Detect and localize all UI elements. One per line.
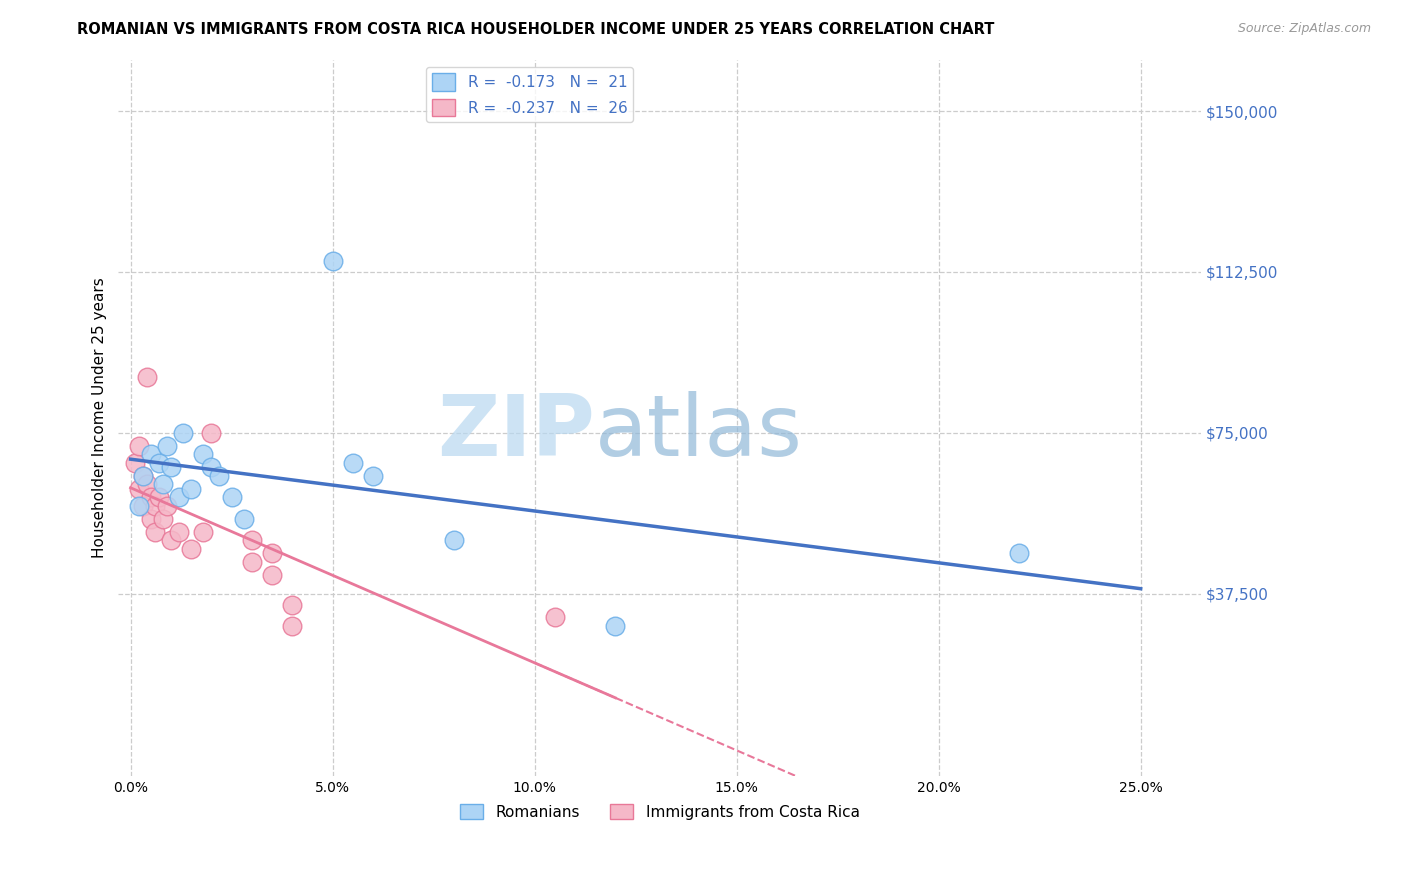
Point: [148, 490, 170, 504]
Point: [232, 512, 254, 526]
Point: [139, 447, 162, 461]
Point: [156, 499, 179, 513]
Point: [160, 533, 183, 548]
Point: [240, 555, 263, 569]
Point: [160, 460, 183, 475]
Point: [139, 512, 162, 526]
Point: [180, 482, 202, 496]
Point: [342, 456, 364, 470]
Point: [167, 524, 190, 539]
Point: [544, 610, 567, 624]
Point: [281, 598, 304, 612]
Point: [208, 468, 231, 483]
Point: [200, 460, 222, 475]
Point: [135, 370, 157, 384]
Point: [139, 490, 162, 504]
Point: [260, 567, 283, 582]
Point: [131, 468, 153, 483]
Point: [180, 541, 202, 556]
Point: [143, 524, 166, 539]
Point: [221, 490, 243, 504]
Point: [193, 524, 215, 539]
Point: [172, 425, 194, 440]
Legend: Romanians, Immigrants from Costa Rica: Romanians, Immigrants from Costa Rica: [454, 797, 866, 826]
Point: [152, 477, 174, 491]
Point: [1008, 546, 1031, 560]
Text: atlas: atlas: [595, 391, 803, 474]
Point: [135, 477, 157, 491]
Text: Source: ZipAtlas.com: Source: ZipAtlas.com: [1237, 22, 1371, 36]
Point: [167, 490, 190, 504]
Point: [361, 468, 384, 483]
Point: [128, 482, 150, 496]
Point: [322, 254, 344, 268]
Point: [260, 546, 283, 560]
Text: ZIP: ZIP: [437, 391, 595, 474]
Point: [128, 439, 150, 453]
Point: [156, 439, 179, 453]
Point: [605, 619, 627, 633]
Point: [281, 619, 304, 633]
Point: [143, 499, 166, 513]
Text: ROMANIAN VS IMMIGRANTS FROM COSTA RICA HOUSEHOLDER INCOME UNDER 25 YEARS CORRELA: ROMANIAN VS IMMIGRANTS FROM COSTA RICA H…: [77, 22, 994, 37]
Y-axis label: Householder Income Under 25 years: Householder Income Under 25 years: [93, 277, 107, 558]
Point: [128, 499, 150, 513]
Point: [193, 447, 215, 461]
Point: [131, 499, 153, 513]
Point: [124, 456, 146, 470]
Point: [131, 468, 153, 483]
Point: [152, 512, 174, 526]
Point: [148, 456, 170, 470]
Point: [443, 533, 465, 548]
Point: [200, 425, 222, 440]
Point: [240, 533, 263, 548]
